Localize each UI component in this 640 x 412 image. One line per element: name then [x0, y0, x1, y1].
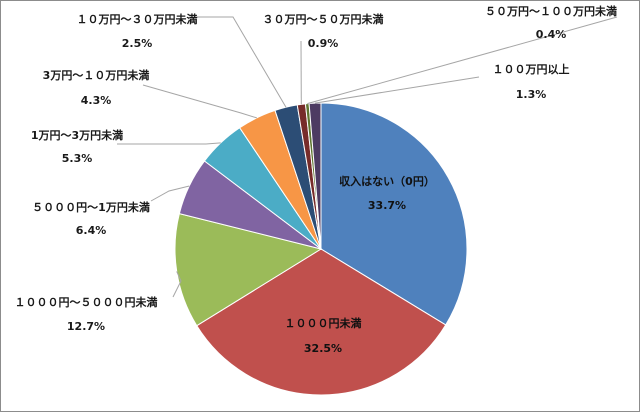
leader-lines — [117, 16, 618, 298]
slice-value-0: 33.7% — [368, 199, 406, 212]
slice-value-5: 4.3% — [81, 94, 112, 107]
slice-value-4: 5.3% — [62, 152, 93, 165]
slice-value-3: 6.4% — [76, 224, 107, 237]
slice-value-1: 32.5% — [304, 342, 342, 355]
slice-value-2: 12.7% — [67, 320, 105, 333]
slice-label-1: １０００円未満 — [285, 316, 362, 330]
leader-line-4 — [117, 142, 221, 145]
pie-slice-1 — [196, 248, 447, 396]
leader-line-6 — [197, 16, 287, 108]
slice-value-6: 2.5% — [122, 37, 153, 50]
slice-value-8: 0.4% — [536, 28, 567, 41]
pie-slice-2 — [174, 212, 323, 327]
leader-line-8 — [307, 16, 618, 105]
leader-line-5 — [142, 84, 257, 119]
slice-label-6: １０万円～３０万円未満 — [77, 12, 198, 26]
slice-label-8: ５０万円～１００万円未満 — [485, 4, 617, 18]
slice-label-2: １０００円～５０００円未満 — [15, 295, 158, 309]
pie-slice-0 — [320, 102, 468, 326]
slice-value-7: 0.9% — [308, 37, 339, 50]
leader-line-3 — [150, 185, 190, 202]
slice-label-0: 収入はない（0円） — [339, 175, 435, 188]
leader-line-9 — [314, 76, 480, 104]
slice-label-9: １００万円以上 — [493, 62, 570, 76]
slice-label-7: ３０万円～５０万円未満 — [263, 12, 384, 26]
slice-value-9: 1.3% — [516, 88, 547, 101]
slice-label-4: 1万円～3万円未満 — [31, 128, 123, 142]
slice-label-3: ５０００円～1万円未満 — [32, 200, 150, 214]
data-labels: 収入はない（0円） 33.7% １０００円未満 32.5% １０００円～５０００… — [15, 4, 618, 355]
leader-line-2 — [172, 271, 182, 298]
slice-label-5: 3万円～１０万円未満 — [43, 68, 150, 82]
